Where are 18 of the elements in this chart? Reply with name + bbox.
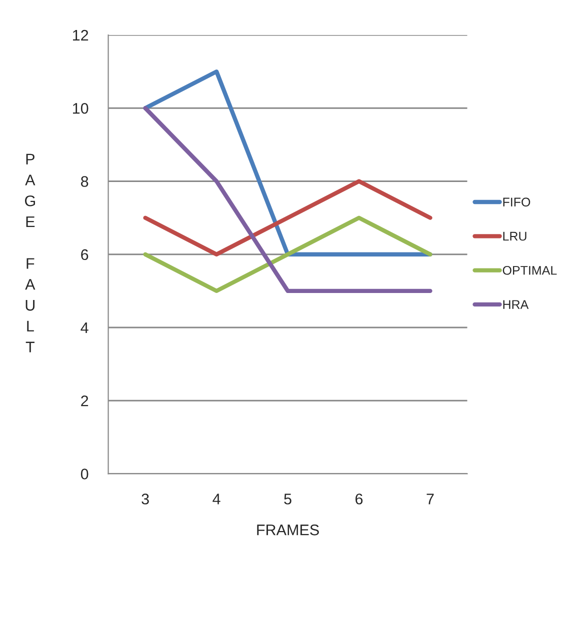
legend-label: OPTIMAL (502, 266, 557, 275)
y-tick-label: 12 (73, 30, 88, 41)
y-tick-label: 6 (81, 249, 88, 260)
legend-label: HRA (503, 300, 529, 309)
x-axis-title: FRAMES (257, 524, 319, 536)
x-tick-label: 4 (212, 494, 220, 504)
legend-label: FIFO (503, 198, 530, 206)
x-tick-label: 3 (142, 494, 149, 504)
x-tick-label: 6 (356, 494, 363, 504)
x-tick-label: 5 (284, 494, 292, 504)
y-tick-label: 8 (80, 176, 88, 187)
y-tick-label: 10 (73, 102, 88, 114)
y-tick-label: 4 (80, 322, 88, 334)
y-tick-label: 2 (81, 395, 88, 406)
y-tick-label: 0 (80, 468, 88, 480)
x-tick-label: 7 (426, 494, 434, 504)
text: PAGE FAULT (24, 154, 36, 352)
legend-label: LRU (503, 232, 526, 241)
